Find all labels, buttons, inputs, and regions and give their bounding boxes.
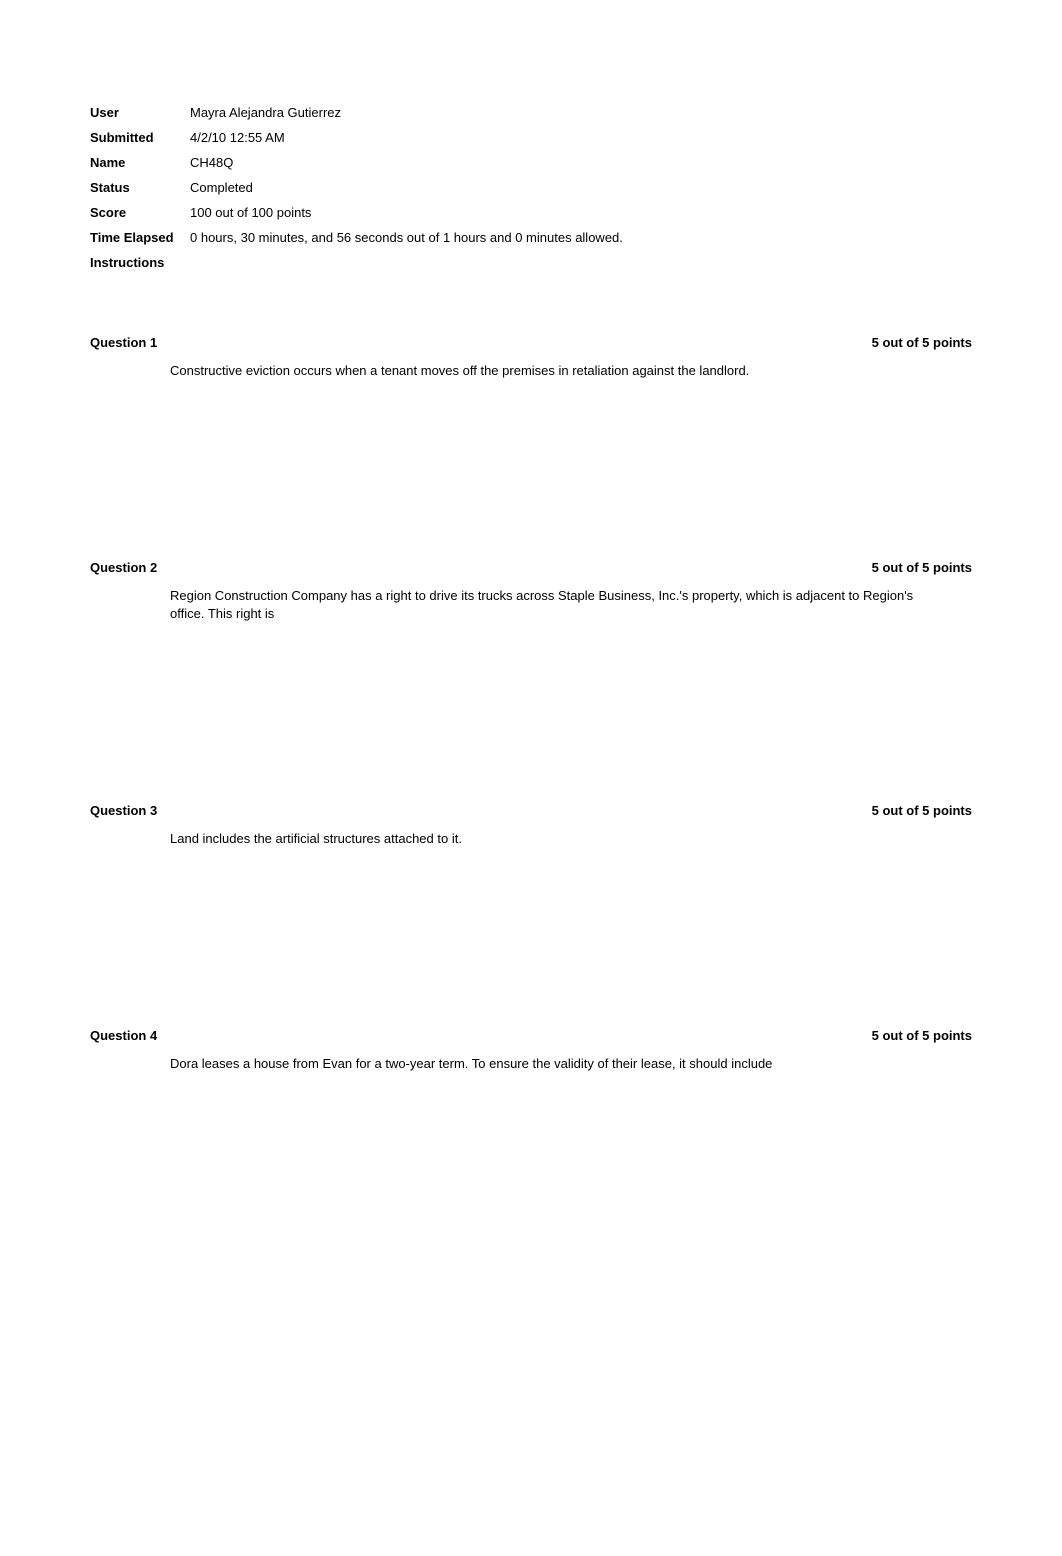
time-label: Time Elapsed bbox=[90, 230, 190, 245]
meta-row-name: Name CH48Q bbox=[90, 150, 972, 175]
submitted-value: 4/2/10 12:55 AM bbox=[190, 130, 972, 145]
question-number: Question 2 bbox=[90, 560, 170, 577]
question-text: Dora leases a house from Evan for a two-… bbox=[170, 1055, 972, 1073]
user-label: User bbox=[90, 105, 190, 120]
name-label: Name bbox=[90, 155, 190, 170]
user-value: Mayra Alejandra Gutierrez bbox=[190, 105, 972, 120]
meta-row-score: Score 100 out of 100 points bbox=[90, 200, 972, 225]
submitted-label: Submitted bbox=[90, 130, 190, 145]
meta-row-status: Status Completed bbox=[90, 175, 972, 200]
question-text: Region Construction Company has a right … bbox=[170, 587, 972, 623]
meta-row-user: User Mayra Alejandra Gutierrez bbox=[90, 100, 972, 125]
name-value: CH48Q bbox=[190, 155, 972, 170]
question-block-1: Question 1 5 out of 5 points Constructiv… bbox=[90, 335, 972, 380]
status-value: Completed bbox=[190, 180, 972, 195]
question-block-4: Question 4 5 out of 5 points Dora leases… bbox=[90, 1028, 972, 1073]
question-number: Question 3 bbox=[90, 803, 170, 820]
question-number: Question 1 bbox=[90, 335, 170, 352]
question-points: 5 out of 5 points bbox=[872, 803, 972, 818]
question-text: Land includes the artificial structures … bbox=[170, 830, 972, 848]
status-label: Status bbox=[90, 180, 190, 195]
meta-row-time: Time Elapsed 0 hours, 30 minutes, and 56… bbox=[90, 225, 972, 250]
instructions-label: Instructions bbox=[90, 255, 190, 270]
question-number: Question 4 bbox=[90, 1028, 170, 1045]
question-text: Constructive eviction occurs when a tena… bbox=[170, 362, 972, 380]
instructions-value bbox=[190, 255, 972, 270]
question-points: 5 out of 5 points bbox=[872, 335, 972, 350]
question-block-2: Question 2 5 out of 5 points Region Cons… bbox=[90, 560, 972, 623]
question-header: Question 2 5 out of 5 points bbox=[90, 560, 972, 577]
question-header: Question 4 5 out of 5 points bbox=[90, 1028, 972, 1045]
question-points: 5 out of 5 points bbox=[872, 1028, 972, 1043]
score-value: 100 out of 100 points bbox=[190, 205, 972, 220]
meta-row-instructions: Instructions bbox=[90, 250, 972, 275]
question-block-3: Question 3 5 out of 5 points Land includ… bbox=[90, 803, 972, 848]
time-value: 0 hours, 30 minutes, and 56 seconds out … bbox=[190, 230, 972, 245]
question-points: 5 out of 5 points bbox=[872, 560, 972, 575]
metadata-table: User Mayra Alejandra Gutierrez Submitted… bbox=[90, 100, 972, 275]
meta-row-submitted: Submitted 4/2/10 12:55 AM bbox=[90, 125, 972, 150]
question-header: Question 3 5 out of 5 points bbox=[90, 803, 972, 820]
question-header: Question 1 5 out of 5 points bbox=[90, 335, 972, 352]
score-label: Score bbox=[90, 205, 190, 220]
